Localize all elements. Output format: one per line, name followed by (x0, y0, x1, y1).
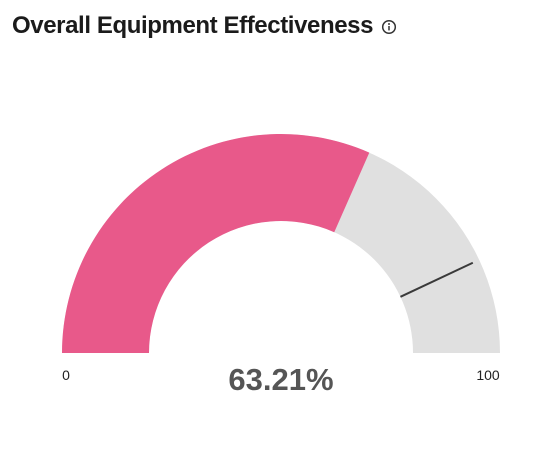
widget-title: Overall Equipment Effectiveness (12, 12, 374, 39)
gauge-max-label: 100 (476, 367, 500, 383)
gauge-min-label: 0 (62, 367, 70, 383)
gauge-target-marker (400, 261, 474, 298)
gauge-value-label: 63.21% (228, 362, 333, 397)
info-icon[interactable] (381, 19, 397, 35)
gauge-value-arc (62, 134, 370, 353)
widget-header: Overall Equipment Effectiveness (12, 12, 397, 40)
